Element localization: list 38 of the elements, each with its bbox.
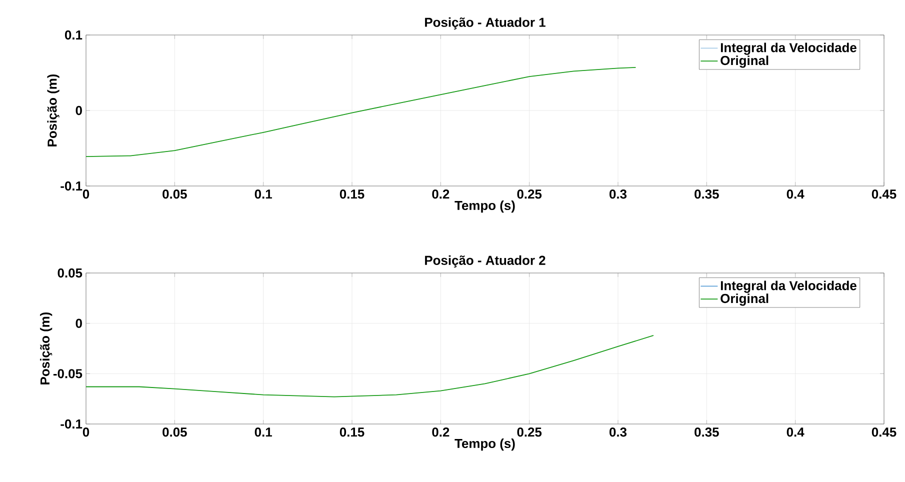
x-tick-label: 0.35 [694,190,719,199]
y-tick-label: 0.05 [58,268,82,278]
x-tick-label: 0.3 [610,190,627,199]
x-tick-label: 0.45 [872,428,896,437]
x-axis-title: Tempo (s) [454,200,515,213]
legend-label: Original [720,294,768,306]
x-tick-label: 0.2 [432,428,450,437]
x-tick-label: 0.4 [786,428,804,437]
x-tick-label: 0.3 [610,428,627,437]
y-tick-label: -0.1 [60,181,82,191]
x-tick-label: 0.25 [517,428,542,437]
y-axis-title: Posição (m) [40,312,52,384]
chart-title: Posição - Atuador 2 [425,255,546,268]
x-tick-label: 0 [82,190,90,199]
y-tick-label: -0.05 [53,369,82,378]
y-tick-label: 0 [76,106,82,116]
x-tick-label: 0.05 [162,428,187,437]
x-tick-label: 0.15 [340,428,364,437]
chart-title: Posição - Atuador 1 [425,17,546,30]
x-tick-label: 0.25 [517,190,542,199]
x-tick-label: 0.2 [432,190,450,199]
y-tick-label: -0.1 [60,419,82,429]
y-tick-label: 0 [76,318,82,328]
y-tick-label: 0.1 [64,30,82,40]
x-tick-label: 0.35 [694,428,719,437]
x-tick-label: 0.45 [872,190,896,199]
x-tick-label: 0.1 [254,428,272,437]
x-axis-title: Tempo (s) [454,438,515,451]
legend-label: Integral da Velocidade [720,280,856,293]
legend-label: Original [720,56,768,68]
y-axis-title: Posição (m) [47,74,60,146]
x-tick-label: 0.15 [340,190,364,199]
x-tick-label: 0.1 [254,190,272,199]
x-tick-label: 0 [82,428,90,437]
x-tick-label: 0.05 [162,190,187,199]
legend-label: Integral da Velocidade [720,42,856,55]
line-series [86,334,654,398]
x-tick-label: 0.4 [786,190,804,199]
